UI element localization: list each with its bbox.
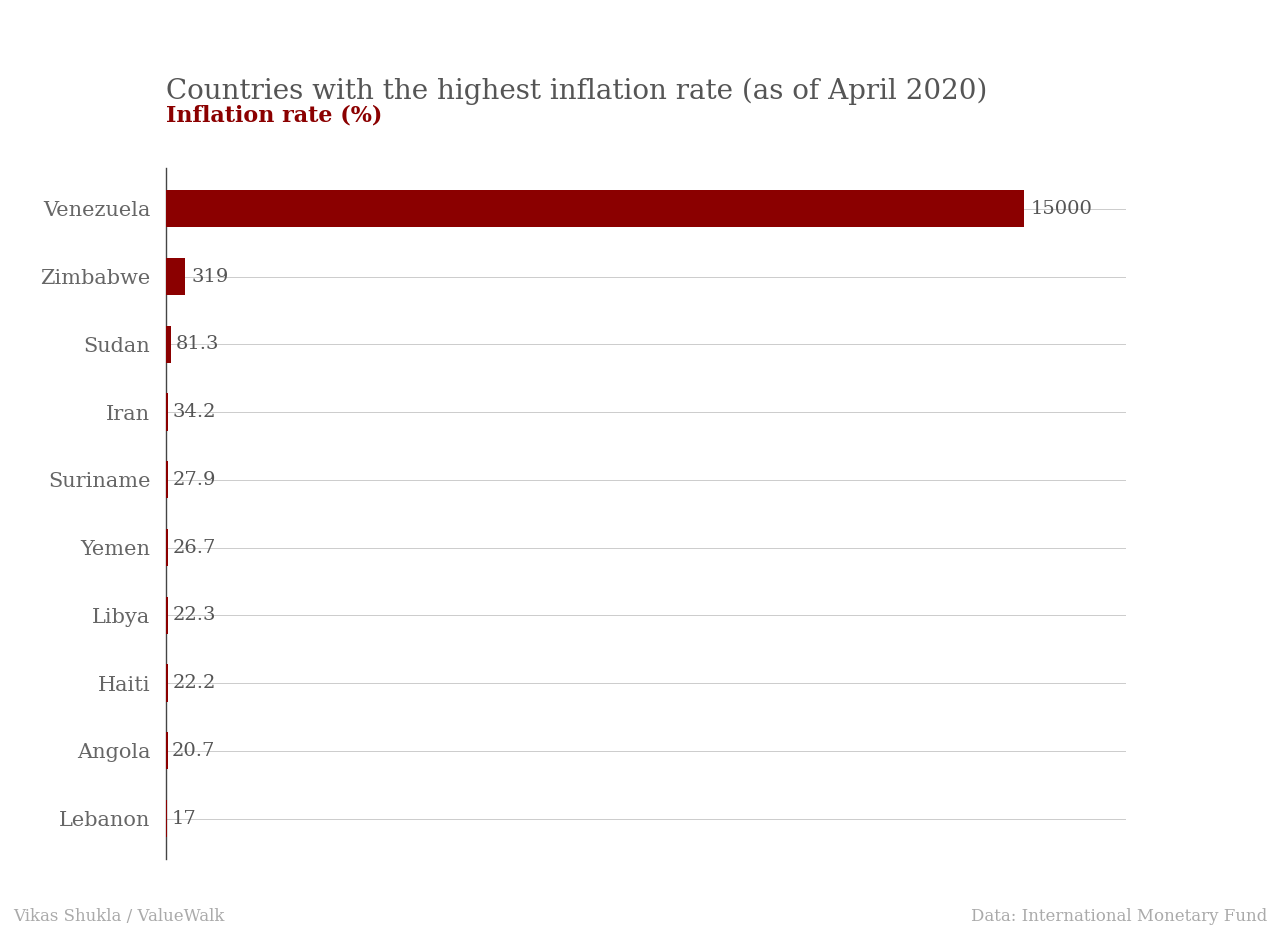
Text: 22.3: 22.3: [173, 606, 216, 624]
Text: 319: 319: [192, 267, 229, 286]
Text: 26.7: 26.7: [173, 539, 216, 557]
Text: 81.3: 81.3: [175, 335, 219, 353]
Text: Inflation rate (%): Inflation rate (%): [166, 105, 383, 127]
Text: 15000: 15000: [1030, 200, 1092, 218]
Text: 34.2: 34.2: [173, 403, 216, 421]
Bar: [166, 461, 168, 499]
Bar: [166, 191, 1024, 227]
Text: 17: 17: [172, 810, 197, 828]
Text: 22.2: 22.2: [173, 674, 215, 692]
Bar: [166, 393, 169, 431]
Text: 20.7: 20.7: [172, 742, 215, 760]
Text: Countries with the highest inflation rate (as of April 2020): Countries with the highest inflation rat…: [166, 78, 988, 105]
Text: 27.9: 27.9: [173, 471, 216, 488]
Text: Data: International Monetary Fund: Data: International Monetary Fund: [972, 908, 1267, 925]
Bar: [166, 258, 184, 295]
Text: Vikas Shukla / ValueWalk: Vikas Shukla / ValueWalk: [13, 908, 224, 925]
Bar: [166, 326, 172, 363]
Bar: [166, 529, 168, 566]
